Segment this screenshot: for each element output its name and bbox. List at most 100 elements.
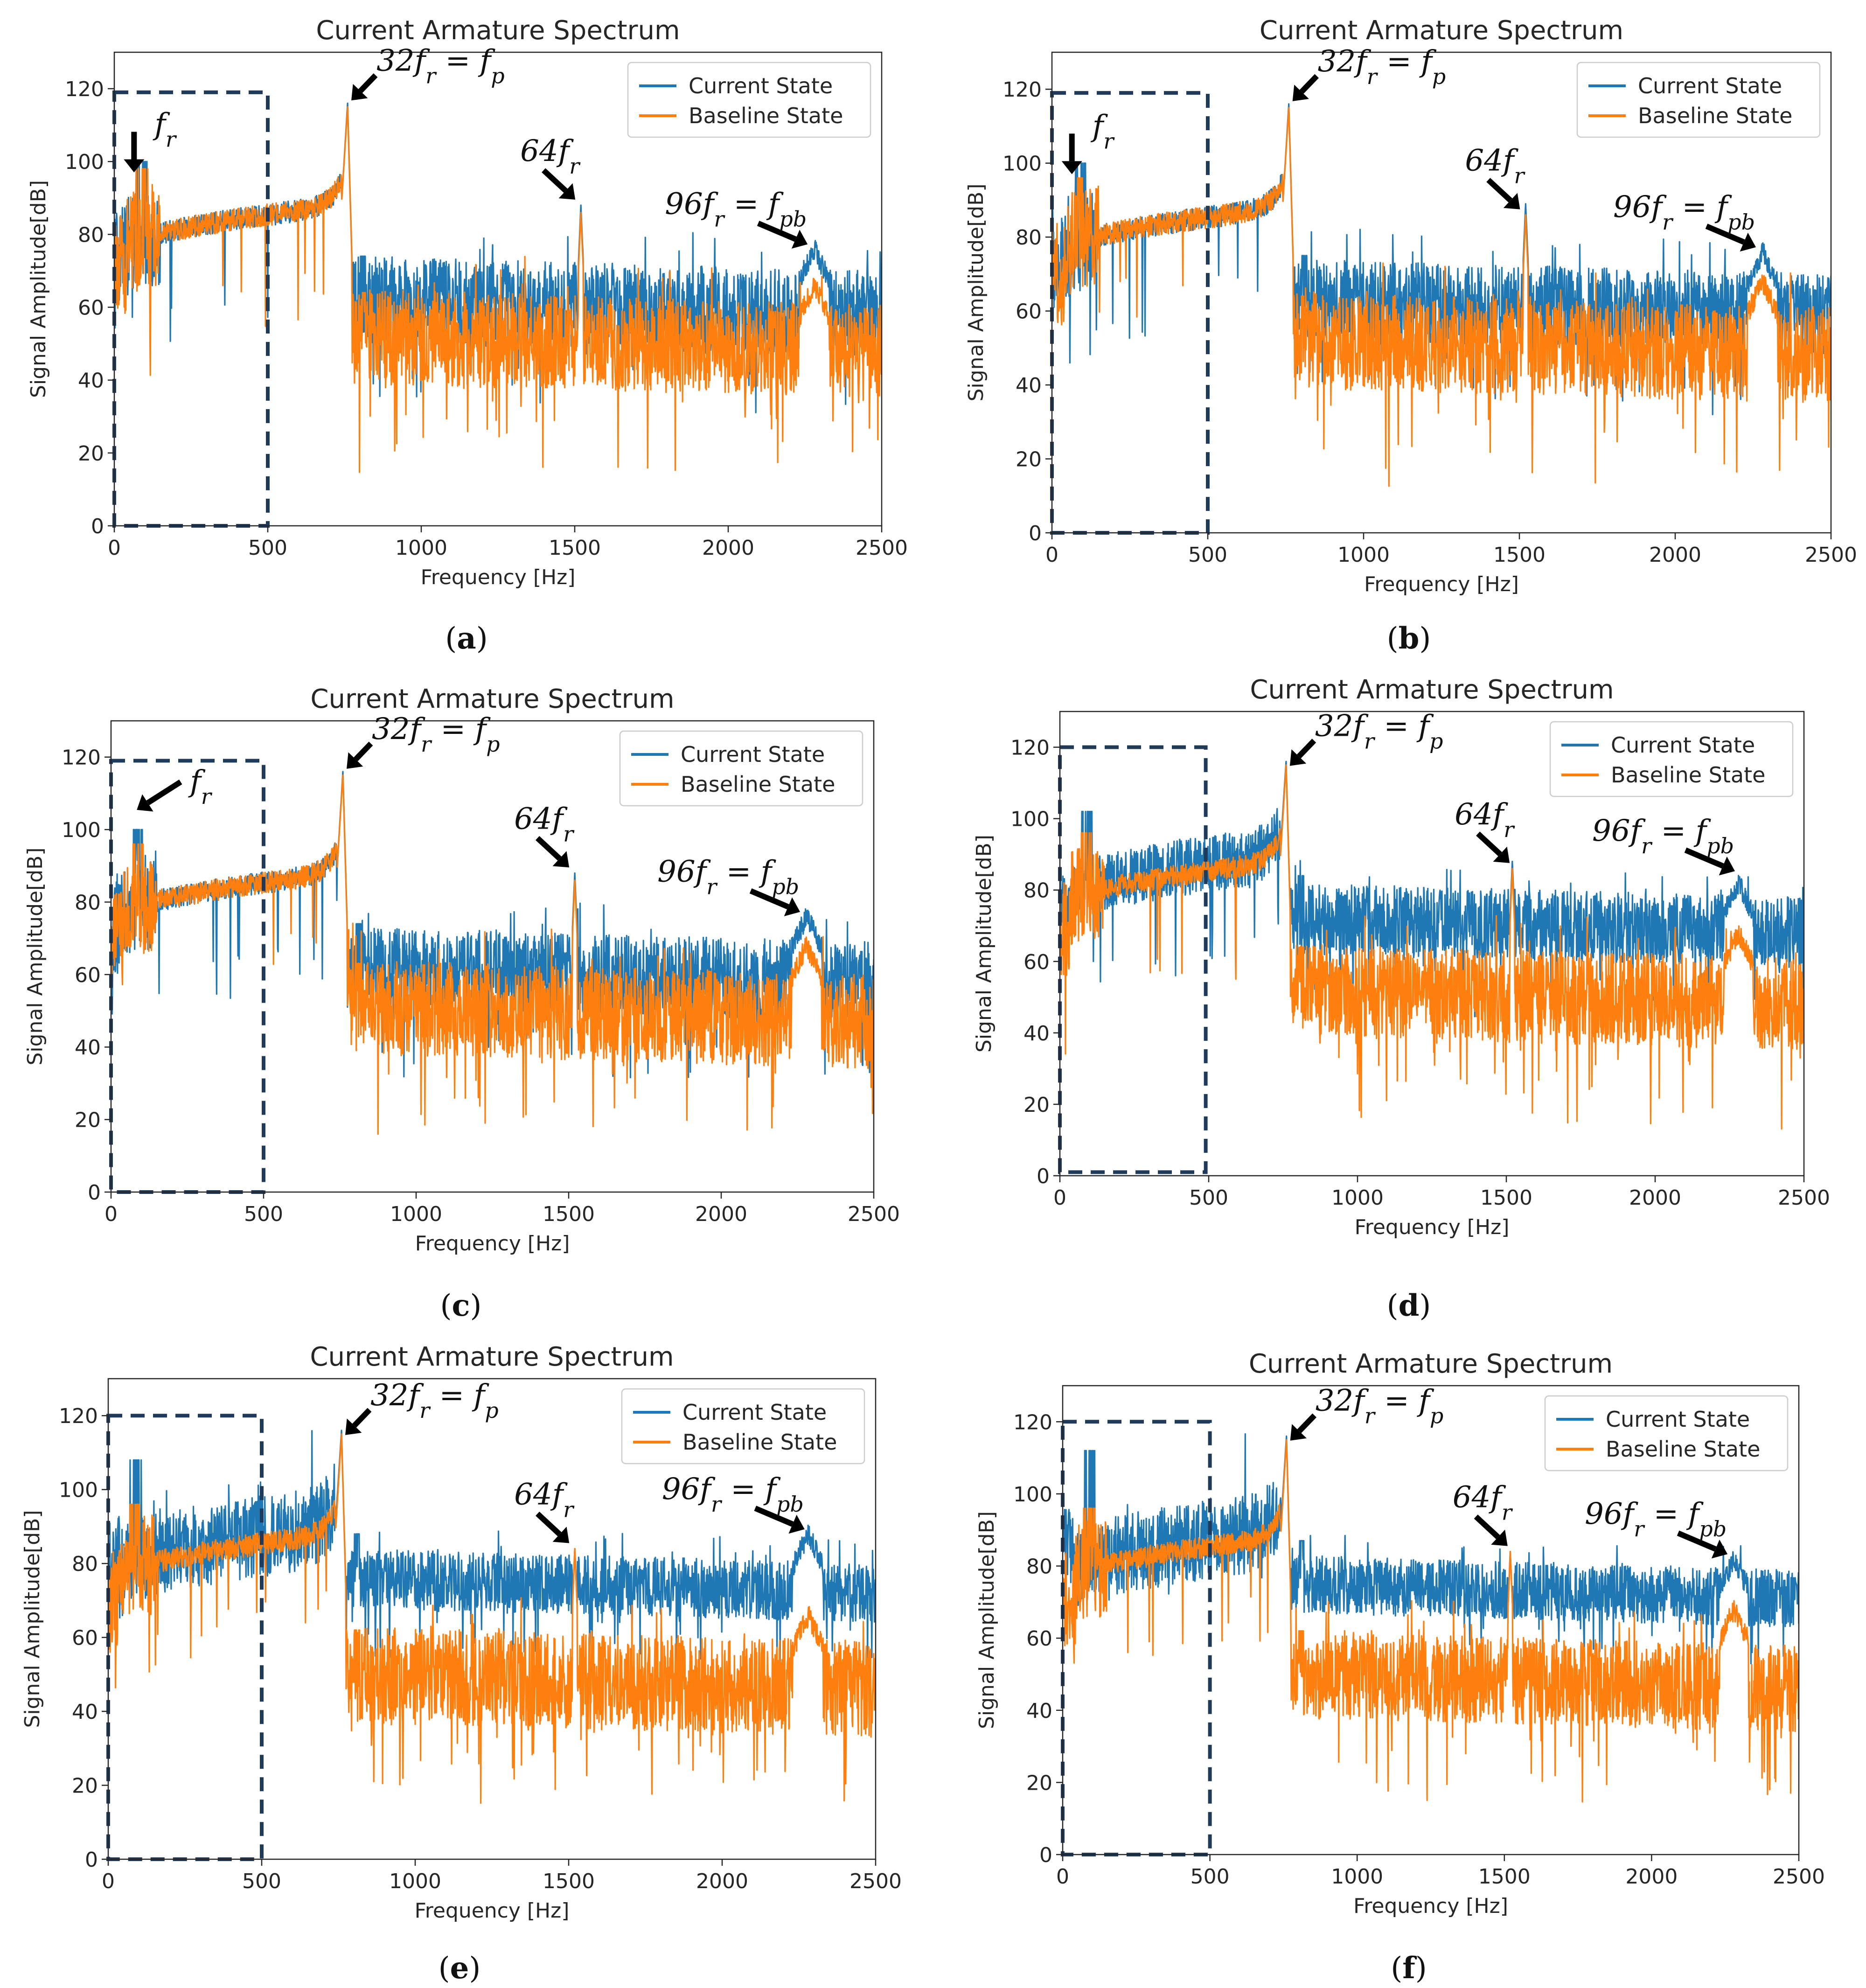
annotation-label: 96fr = fpb [1613,190,1755,235]
annotation-arrowhead [558,183,576,200]
annotation-arrow [1299,74,1319,94]
x-tick-label: 1000 [1331,1186,1384,1210]
chart-panel-a: 0 500 1000 1500 2000 2500 0 20 40 60 80 100 120 Curre… [27,15,908,589]
legend-label-baseline: Baseline State [1638,103,1792,128]
annotation-label: fr [188,764,213,809]
y-tick-label: 120 [59,1404,98,1428]
y-tick-label: 120 [62,746,101,770]
annotation-3: 96fr = fpb [657,855,801,916]
y-tick-label: 120 [1003,78,1042,102]
x-tick-label: 0 [102,1869,115,1893]
annotation-arrow [542,168,568,193]
chart-title: Current Armature Spectrum [316,15,680,46]
series-line-baseline [114,106,882,473]
chart-panel-c: 0 500 1000 1500 2000 2500 0 20 40 60 80 100 120 Curre… [23,684,900,1256]
annotation-label: 64fr [520,134,581,179]
x-tick-label: 1000 [1337,543,1390,567]
x-axis-label: Frequency [Hz] [415,1899,570,1923]
x-tick-label: 2000 [1649,543,1701,567]
panel-label-f: (f) [1391,1951,1427,1986]
series-line-baseline [1060,764,1804,1130]
x-tick-label: 0 [1045,543,1058,567]
annotation-label: 96fr = fpb [1592,814,1734,858]
annotation-label: fr [153,107,177,152]
y-tick-label: 40 [1024,1022,1050,1046]
plot-area [111,771,874,1135]
chart-title: Current Armature Spectrum [1250,675,1614,705]
annotation-arrow [1705,223,1745,245]
chart-panel-e: 0 500 1000 1500 2000 2500 0 20 40 60 80 100 120 Curre… [21,1342,902,1923]
annotation-label: 64fr [514,1477,575,1522]
annotation-arrow [1684,847,1724,869]
x-tick-label: 1000 [395,536,447,560]
y-tick-label: 80 [1016,226,1042,250]
y-axis-label: Signal Amplitude[dB] [27,180,50,398]
annotation-label: 64fr [1453,1480,1513,1525]
legend: Current State Baseline State [1576,62,1821,138]
plot-area [1052,103,1831,487]
x-axis-label: Frequency [Hz] [415,1232,570,1256]
y-tick-label: 100 [1003,152,1042,176]
y-tick-label: 60 [1026,1627,1052,1651]
annotation-2: 64fr [1465,144,1525,209]
x-tick-label: 2500 [848,1202,900,1226]
series-line-baseline [1063,1439,1799,1803]
annotation-arrowhead [791,230,808,249]
x-axis-label: Frequency [Hz] [1355,1215,1510,1239]
x-tick-label: 2500 [856,536,908,560]
annotation-arrowhead [137,794,153,812]
y-tick-label: 60 [1016,300,1042,324]
x-tick-label: 2500 [1773,1865,1825,1889]
axes-frame [113,51,883,527]
x-tick-label: 0 [108,536,121,560]
chart-title: Current Armature Spectrum [310,684,674,714]
y-tick-label: 100 [1013,1483,1052,1507]
y-tick-label: 80 [78,223,104,247]
annotation-1: 32fr = fp [347,712,500,769]
annotation-0: 32fr = fp [1290,1384,1443,1441]
y-axis-label: Signal Amplitude[dB] [972,835,996,1053]
x-axis-label: Frequency [Hz] [1353,1894,1508,1918]
chart-title: Current Armature Spectrum [310,1342,674,1372]
annotation-1: 64fr [1453,1480,1513,1546]
y-axis-label: Signal Amplitude[dB] [21,1510,44,1728]
y-tick-label: 0 [1029,522,1042,545]
annotation-arrowhead [1292,84,1309,101]
annotation-arrowhead [347,752,363,769]
annotation-arrow [1297,1413,1317,1433]
panel-label-b: (b) [1387,621,1431,656]
annotation-arrow [754,1506,794,1527]
x-tick-label: 2500 [849,1869,902,1893]
annotation-arrow [1474,1514,1500,1539]
legend: Current State Baseline State [1544,1395,1789,1472]
axes-frame [110,720,875,1193]
x-axis-label: Frequency [Hz] [421,565,576,589]
legend-box [619,730,863,807]
annotation-3: 96fr = fpb [1613,190,1756,252]
annotation-arrowhead [784,897,801,916]
annotation-arrow [1476,831,1502,857]
y-tick-label: 20 [78,442,104,466]
y-axis-label: Signal Amplitude[dB] [975,1511,999,1729]
x-axis-label: Frequency [Hz] [1364,572,1519,596]
legend-label-current: Current State [1606,1407,1750,1432]
legend-box [1544,1395,1789,1472]
panel-label-a: (a) [445,621,487,656]
annotation-arrowhead [1711,1539,1728,1559]
legend-label-baseline: Baseline State [1606,1437,1760,1462]
annotation-label: 32fr = fp [1318,44,1446,89]
y-tick-label: 40 [72,1700,98,1724]
x-tick-label: 500 [1188,543,1227,567]
annotation-0: 32fr = fp [345,1378,499,1435]
annotation-arrowhead [124,159,145,173]
legend-label-baseline: Baseline State [682,1430,837,1455]
y-tick-label: 60 [1024,950,1050,974]
dashed-region-box [106,1414,264,1861]
series-line-baseline [111,774,874,1135]
x-tick-label: 1500 [1478,1865,1531,1889]
y-tick-label: 100 [62,818,101,842]
x-tick-label: 500 [248,536,287,560]
annotation-1: 32fr = fp [351,43,505,101]
annotation-arrowhead [552,1527,570,1543]
y-tick-label: 60 [78,296,104,320]
